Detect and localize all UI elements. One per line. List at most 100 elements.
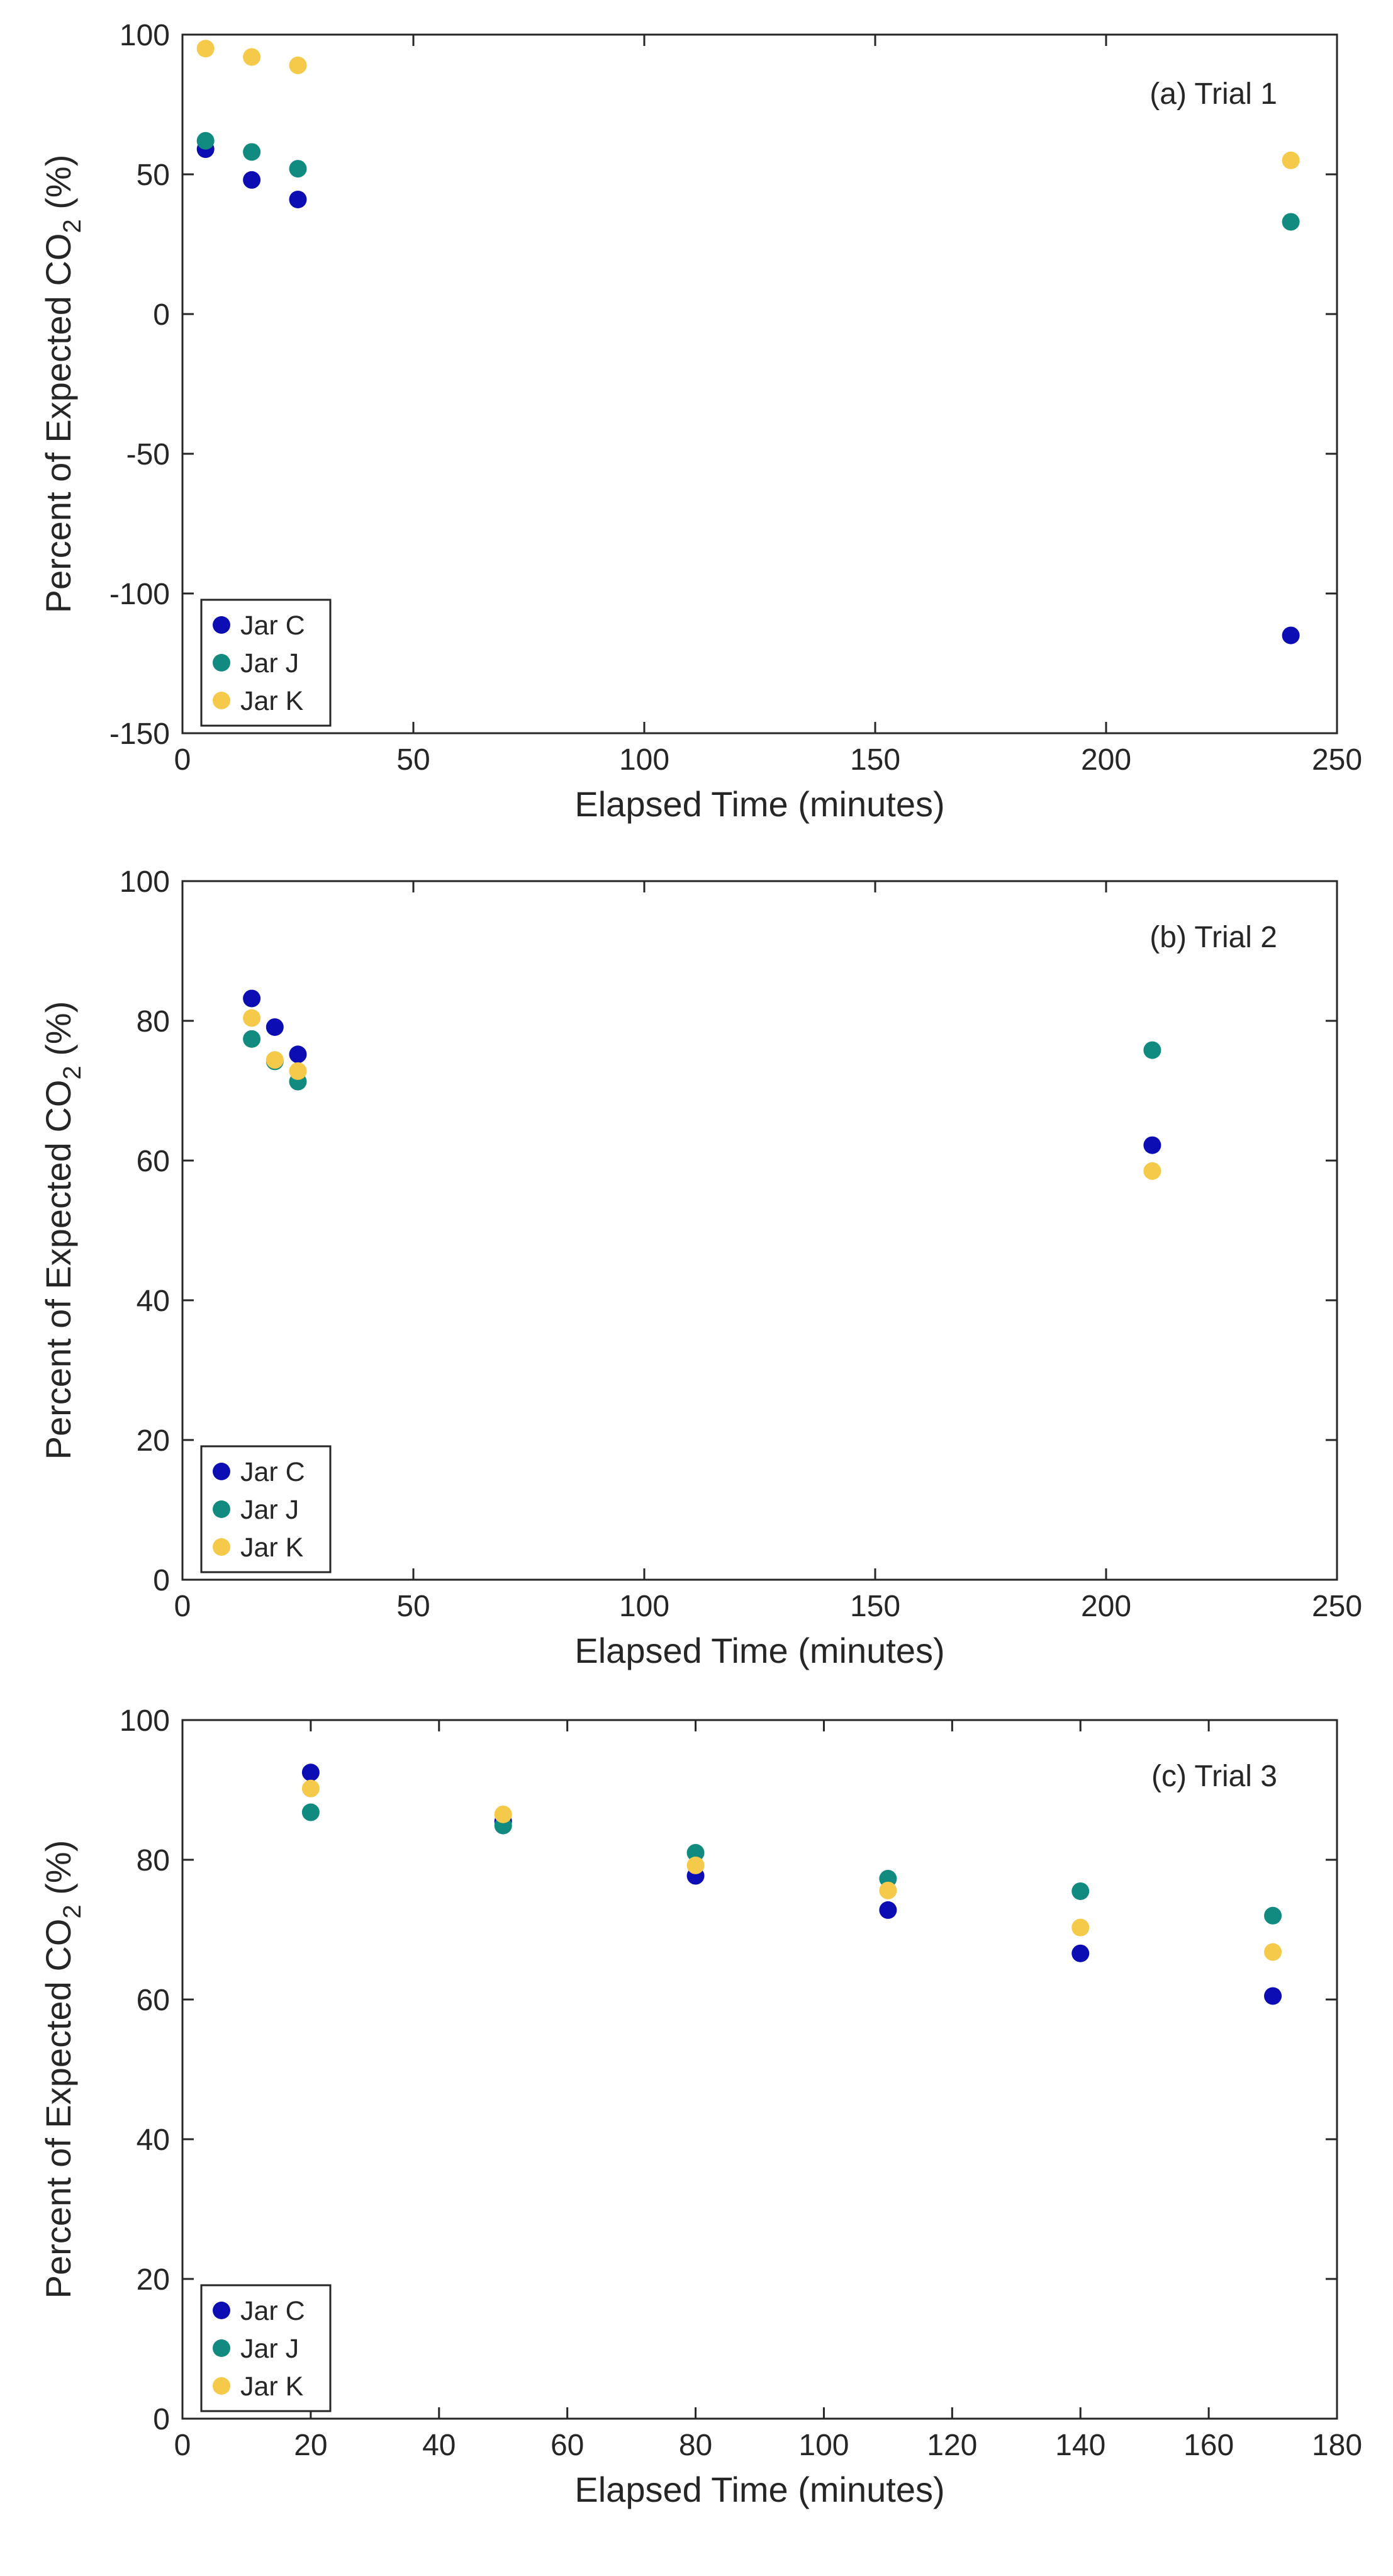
y-tick-label: -100 (109, 578, 170, 611)
y-axis-label-subscript: 2 (59, 219, 86, 233)
y-axis-label-suffix: (%) (38, 155, 78, 220)
x-tick-label: 150 (850, 743, 900, 777)
y-axis-label-suffix: (%) (38, 1001, 78, 1066)
point-jar-k (243, 1009, 261, 1027)
point-jar-j (301, 1803, 320, 1821)
point-jar-j (243, 1030, 261, 1048)
y-axis-label: Percent of Expected CO2 (%) (38, 155, 86, 614)
point-jar-j (1264, 1906, 1282, 1925)
x-tick-label: 140 (1055, 2429, 1105, 2462)
legend-marker (213, 2302, 230, 2319)
point-jar-c (289, 1045, 307, 1064)
point-jar-j (1071, 1882, 1090, 1900)
y-tick-label: 100 (120, 19, 170, 52)
y-tick-label: 0 (153, 1564, 170, 1597)
legend-marker (213, 692, 230, 709)
point-jar-j (1282, 213, 1300, 231)
x-tick-label: 20 (294, 2429, 327, 2462)
legend-marker (213, 1500, 230, 1518)
legend-marker (213, 1463, 230, 1480)
panel-a: (a) Trial 1 0 50 100 150 200 250 -150 -100 -50 0 5… (38, 19, 1362, 824)
point-jar-c (243, 171, 261, 189)
point-jar-k (1143, 1162, 1161, 1180)
y-tick-label: 20 (137, 1424, 170, 1458)
y-tick-label: 40 (137, 2123, 170, 2157)
x-tick-label: 80 (679, 2429, 712, 2462)
x-tick-label: 100 (798, 2429, 849, 2462)
x-tick-label: 200 (1081, 743, 1131, 777)
point-jar-c (1071, 1944, 1090, 1962)
x-tick-label: 50 (396, 1590, 430, 1623)
y-tick-label: 20 (137, 2263, 170, 2297)
legend-label: Jar K (240, 1533, 304, 1563)
legend: Jar C Jar J Jar K (200, 1445, 332, 1573)
x-tick-label: 120 (927, 2429, 977, 2462)
x-tick-label: 60 (551, 2429, 584, 2462)
legend-marker (213, 2377, 230, 2395)
legend-label: Jar J (240, 1495, 299, 1525)
legend-marker (213, 654, 230, 672)
x-axis-label: Elapsed Time (minutes) (574, 2470, 944, 2509)
y-tick-label: 80 (137, 1005, 170, 1038)
x-tick-label: 50 (396, 743, 430, 777)
y-tick-label: 0 (153, 298, 170, 332)
point-jar-k (494, 1805, 512, 1823)
x-axis-label: Elapsed Time (minutes) (574, 784, 944, 824)
point-jar-c (1264, 1987, 1282, 2005)
panel-c: (c) Trial 3 0 20 40 60 80 100 120 140 160 180 0 20 4… (38, 1704, 1362, 2509)
point-jar-c (266, 1018, 284, 1036)
y-tick-label: 100 (120, 1704, 170, 1738)
y-tick-label: 100 (120, 865, 170, 899)
y-axis-label: Percent of Expected CO2 (%) (38, 1840, 86, 2299)
y-axis-label-main: Percent of Expected CO (38, 1919, 78, 2299)
y-tick-label: -50 (126, 438, 170, 471)
y-tick-label: 0 (153, 2403, 170, 2436)
point-jar-k (1282, 151, 1300, 169)
axes-box (181, 880, 1338, 1581)
x-tick-label: 0 (174, 743, 191, 777)
point-jar-k (196, 40, 215, 58)
x-tick-label: 160 (1183, 2429, 1234, 2462)
legend: Jar C Jar J Jar K (200, 2284, 332, 2412)
x-tick-label: 250 (1312, 1590, 1362, 1623)
x-tick-label: 40 (422, 2429, 456, 2462)
legend-label: Jar J (240, 2334, 299, 2364)
panel-b: (b) Trial 2 0 50 100 150 200 250 0 20 40 60 80 100 E… (38, 865, 1362, 1670)
y-tick-label: 40 (137, 1285, 170, 1318)
point-jar-c (243, 989, 261, 1008)
y-axis-label-main: Percent of Expected CO (38, 233, 78, 614)
point-jar-j (196, 132, 215, 150)
legend-label: Jar J (240, 648, 299, 678)
y-tick-label: -150 (109, 717, 170, 751)
point-jar-k (266, 1051, 284, 1069)
point-jar-k (1071, 1918, 1090, 1937)
point-jar-c (301, 1763, 320, 1782)
point-jar-c (289, 190, 307, 208)
y-tick-label: 80 (137, 1844, 170, 1877)
legend-label: Jar K (240, 2371, 304, 2402)
legend-label: Jar C (240, 2296, 305, 2326)
axes-box (181, 1719, 1338, 2420)
legend-marker (213, 1538, 230, 1556)
point-jar-k (289, 56, 307, 74)
y-axis-label-subscript: 2 (59, 1066, 86, 1079)
point-jar-k (879, 1881, 897, 1899)
x-tick-label: 180 (1312, 2429, 1362, 2462)
y-axis-label-subscript: 2 (59, 1904, 86, 1918)
x-tick-label: 250 (1312, 743, 1362, 777)
y-tick-label: 60 (137, 1984, 170, 2017)
legend-label: Jar K (240, 686, 304, 716)
legend-label: Jar C (240, 610, 305, 641)
x-tick-label: 0 (174, 2429, 191, 2462)
x-tick-label: 100 (619, 743, 669, 777)
point-jar-k (1264, 1943, 1282, 1961)
legend-label: Jar C (240, 1457, 305, 1487)
point-jar-k (301, 1779, 320, 1797)
y-axis-label-suffix: (%) (38, 1840, 78, 1905)
legend-marker (213, 616, 230, 634)
panel-label: (b) Trial 2 (1150, 921, 1277, 954)
point-jar-k (243, 48, 261, 66)
x-tick-label: 100 (619, 1590, 669, 1623)
x-tick-label: 150 (850, 1590, 900, 1623)
